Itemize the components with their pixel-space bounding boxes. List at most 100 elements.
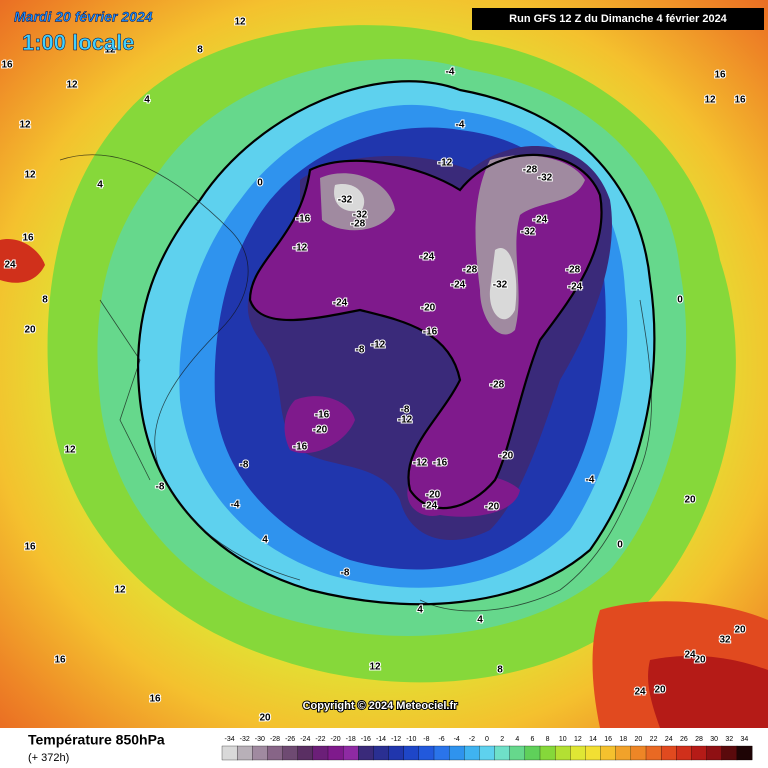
contour-label: -28 xyxy=(351,219,366,230)
contour-label: -20 xyxy=(421,303,436,314)
colorbar-swatch xyxy=(494,745,511,761)
colorbar-swatch xyxy=(358,745,374,761)
contour-label: -24 xyxy=(420,252,435,263)
colorbar-swatch xyxy=(464,745,480,761)
contour-label: -4 xyxy=(586,475,595,486)
colorbar-swatch xyxy=(691,745,708,761)
colorbar-label: -26 xyxy=(285,736,295,743)
contour-label: 16 xyxy=(734,95,746,106)
colorbar-label: -18 xyxy=(346,736,356,743)
contour-label: 24 xyxy=(684,650,696,661)
colorbar-swatch xyxy=(373,745,390,761)
colorbar-label: 32 xyxy=(725,736,733,743)
contour-label: 12 xyxy=(369,662,381,673)
contour-label: 16 xyxy=(149,694,161,705)
contour-label: 12 xyxy=(114,585,126,596)
contour-label: 12 xyxy=(24,170,36,181)
run-info: Run GFS 12 Z du Dimanche 4 février 2024 xyxy=(509,13,728,25)
contour-label: 32 xyxy=(719,635,731,646)
contour-label: -4 xyxy=(456,120,465,131)
contour-label: 4 xyxy=(97,180,103,191)
contour-label: 20 xyxy=(694,655,706,666)
forecast-date: Mardi 20 février 2024 xyxy=(14,9,153,25)
contour-label: -8 xyxy=(401,405,410,416)
colorbar-swatch xyxy=(236,745,253,761)
contour-label: -28 xyxy=(523,165,538,176)
contour-label: -16 xyxy=(293,442,308,453)
contour-label: -16 xyxy=(433,458,448,469)
colorbar-swatch xyxy=(600,745,617,761)
colorbar-label: -2 xyxy=(469,736,475,743)
contour-labels: -32-32-28-28-32-24-32-32-28-24 -20-16-24-… xyxy=(0,16,747,725)
colorbar-swatch xyxy=(706,745,723,761)
colorbar-swatch xyxy=(645,745,662,761)
contour-label: 12 xyxy=(704,95,716,106)
contour-label: 24 xyxy=(4,260,16,271)
colorbar-swatch xyxy=(297,745,314,761)
colorbar-swatch xyxy=(479,745,496,761)
colorbar-label: -22 xyxy=(315,736,325,743)
contour-label: -12 xyxy=(438,158,453,169)
colorbar-label: -20 xyxy=(331,736,341,743)
colorbar-label: -8 xyxy=(423,736,429,743)
colorbar-label: 22 xyxy=(650,736,658,743)
colorbar-label: 0 xyxy=(485,736,489,743)
contour-label: -8 xyxy=(156,482,165,493)
contour-label: -28 xyxy=(566,265,581,276)
contour-label: -24 xyxy=(568,282,583,293)
contour-label: 12 xyxy=(19,120,31,131)
colorbar-swatch xyxy=(509,745,526,761)
colorbar-swatch xyxy=(221,745,238,761)
colorbar-swatch xyxy=(539,745,556,761)
colorbar-swatch xyxy=(660,745,677,761)
contour-label: -8 xyxy=(240,460,249,471)
colorbar-swatch xyxy=(524,745,541,761)
contour-label: -8 xyxy=(356,345,365,356)
contour-label: 16 xyxy=(714,70,726,81)
colorbar-label: -12 xyxy=(391,736,401,743)
contour-label: -24 xyxy=(451,280,466,291)
contour-label: 12 xyxy=(64,445,76,456)
colorbar-label: -30 xyxy=(255,736,265,743)
contour-label: 20 xyxy=(734,625,746,636)
contour-label: -32 xyxy=(538,173,553,184)
contour-label: 20 xyxy=(684,495,696,506)
colorbar-label: 6 xyxy=(530,736,534,743)
contour-label: -12 xyxy=(398,415,413,426)
colorbar-label: 10 xyxy=(559,736,567,743)
forecast-time: 1:00 locale xyxy=(22,30,135,55)
contour-label: -4 xyxy=(446,67,455,78)
contour-label: 16 xyxy=(24,542,36,553)
colorbar-label: 26 xyxy=(680,736,688,743)
contours xyxy=(136,80,656,606)
coastlines xyxy=(59,154,652,612)
contour-label: -32 xyxy=(338,195,353,206)
contour-label: 20 xyxy=(259,713,271,724)
colorbar-label: -6 xyxy=(438,736,444,743)
contour-label: -12 xyxy=(371,340,386,351)
colorbar-label: 28 xyxy=(695,736,703,743)
contour-label: 20 xyxy=(654,685,666,696)
run-box xyxy=(472,8,764,30)
colorbar-swatch xyxy=(448,745,465,761)
colorbar-label: 20 xyxy=(635,736,643,743)
footer-title: Température 850hPa xyxy=(28,732,165,748)
colorbar-swatch xyxy=(267,745,284,761)
contour-label: -8 xyxy=(341,568,350,579)
contour-label: -32 xyxy=(493,280,508,291)
footer-lead: (+ 372h) xyxy=(28,752,69,764)
contour-label: -16 xyxy=(296,214,311,225)
contour-label: 0 xyxy=(617,540,623,551)
colorbar-label: 2 xyxy=(500,736,504,743)
contour-label: 8 xyxy=(42,295,48,306)
colorbar-swatch xyxy=(554,745,571,761)
contour-label: -4 xyxy=(231,500,240,511)
contour-label: 0 xyxy=(257,178,263,189)
colorbar-label: 4 xyxy=(515,736,519,743)
contour-label: -16 xyxy=(315,410,330,421)
contour-label: 8 xyxy=(197,45,203,56)
contour-label: -16 xyxy=(423,327,438,338)
colorbar-swatch xyxy=(312,745,329,761)
